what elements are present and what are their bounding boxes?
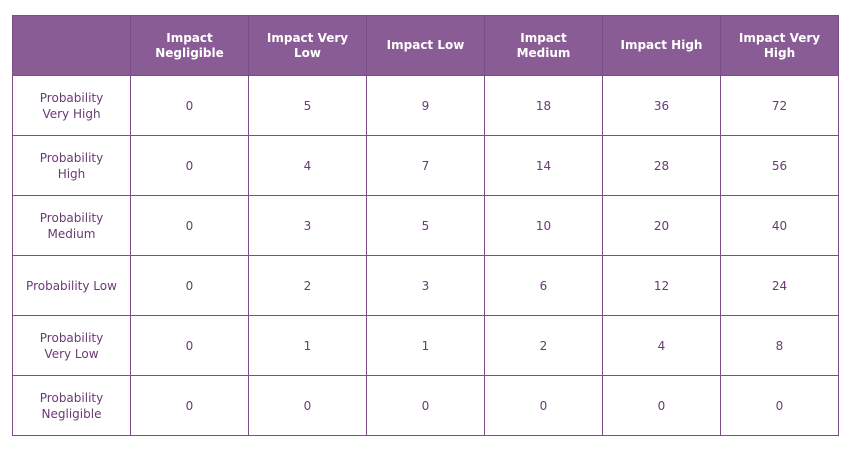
column-header: Impact Low [366, 15, 485, 76]
cell: 3 [248, 195, 367, 256]
cell: 14 [484, 135, 603, 196]
cell: 18 [484, 75, 603, 136]
cell: 3 [366, 255, 485, 316]
cell: 5 [366, 195, 485, 256]
cell: 2 [248, 255, 367, 316]
cell: 0 [602, 375, 721, 436]
row-header: Probability Low [12, 255, 131, 316]
cell: 0 [130, 255, 249, 316]
column-header: Impact Negligible [130, 15, 249, 76]
row-header: Probability Very Low [12, 315, 131, 376]
row-header: Probability Very High [12, 75, 131, 136]
cell: 1 [366, 315, 485, 376]
column-header: Impact Medium [484, 15, 603, 76]
column-header: Impact Very High [720, 15, 839, 76]
cell: 0 [248, 375, 367, 436]
row-header: Probability High [12, 135, 131, 196]
cell: 24 [720, 255, 839, 316]
cell: 7 [366, 135, 485, 196]
table-row: Probability Very High 0 5 9 18 36 72 [12, 75, 839, 136]
cell: 9 [366, 75, 485, 136]
cell: 28 [602, 135, 721, 196]
cell: 0 [130, 75, 249, 136]
table-body: Probability Very High 0 5 9 18 36 72 Probabilit… [12, 75, 839, 436]
cell: 10 [484, 195, 603, 256]
cell: 8 [720, 315, 839, 376]
cell: 40 [720, 195, 839, 256]
cell: 20 [602, 195, 721, 256]
cell: 0 [130, 315, 249, 376]
corner-cell [12, 15, 131, 76]
row-header: Probability Negligible [12, 375, 131, 436]
cell: 0 [130, 135, 249, 196]
cell: 5 [248, 75, 367, 136]
header-row: Impact Negligible Impact Very Low Impact L… [12, 15, 839, 76]
risk-matrix: Impact Negligible Impact Very Low Impact L… [12, 15, 839, 436]
cell: 0 [130, 375, 249, 436]
table-row: Probability Negligible 0 0 0 0 0 0 [12, 375, 839, 436]
table-row: Probability Very Low 0 1 1 2 4 8 [12, 315, 839, 376]
cell: 36 [602, 75, 721, 136]
table-row: Probability Low 0 2 3 6 12 24 [12, 255, 839, 316]
cell: 1 [248, 315, 367, 376]
cell: 0 [720, 375, 839, 436]
table-row: Probability High 0 4 7 14 28 56 [12, 135, 839, 196]
table-row: Probability Medium 0 3 5 10 20 40 [12, 195, 839, 256]
cell: 0 [484, 375, 603, 436]
cell: 72 [720, 75, 839, 136]
cell: 2 [484, 315, 603, 376]
table-head: Impact Negligible Impact Very Low Impact L… [12, 15, 839, 76]
cell: 12 [602, 255, 721, 316]
cell: 6 [484, 255, 603, 316]
cell: 4 [248, 135, 367, 196]
row-header: Probability Medium [12, 195, 131, 256]
cell: 4 [602, 315, 721, 376]
cell: 56 [720, 135, 839, 196]
cell: 0 [130, 195, 249, 256]
column-header: Impact Very Low [248, 15, 367, 76]
cell: 0 [366, 375, 485, 436]
column-header: Impact High [602, 15, 721, 76]
